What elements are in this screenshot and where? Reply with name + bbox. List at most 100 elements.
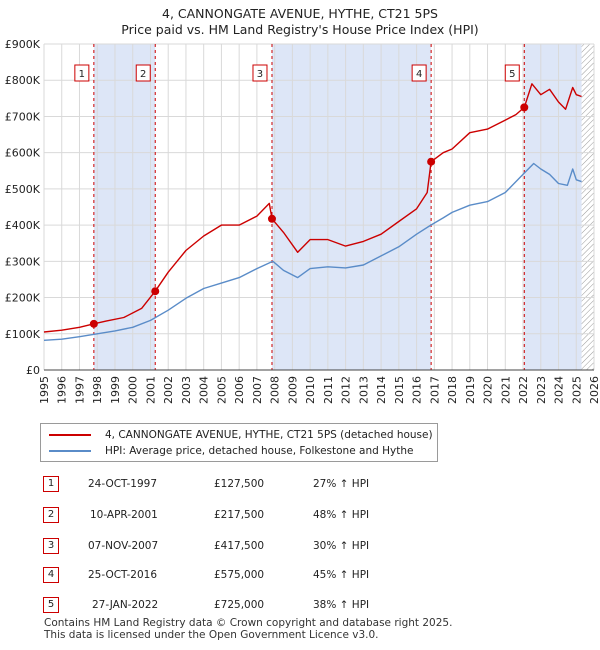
x-tick-label: 2024 bbox=[553, 376, 566, 404]
transaction-row: 4 25-OCT-2016 £575,000 45% ↑ HPI bbox=[0, 567, 600, 585]
sale-label-box bbox=[252, 64, 268, 82]
transaction-date: 27-JAN-2022 bbox=[92, 599, 159, 611]
legend-item-hpi: HPI: Average price, detached house, Folk… bbox=[49, 444, 413, 458]
transaction-price: £417,500 bbox=[214, 540, 265, 552]
x-tick-label: 2001 bbox=[144, 376, 157, 404]
transaction-price: £725,000 bbox=[214, 599, 265, 611]
x-tick-label: 2014 bbox=[375, 376, 388, 404]
price-chart: 1 2 3 4 5 £0 £100K £200K £300K £400K £500K £600K £7… bbox=[5, 38, 600, 404]
sale-label: 5 bbox=[509, 69, 515, 80]
legend-label-hpi: HPI: Average price, detached house, Folk… bbox=[105, 445, 414, 457]
sale-label-box bbox=[411, 64, 427, 82]
y-tick-label: £500K bbox=[5, 183, 41, 196]
sale-label-box bbox=[135, 64, 151, 82]
x-tick-label: 1997 bbox=[73, 376, 86, 404]
x-tick-label: 2008 bbox=[269, 376, 282, 404]
sale-label-box bbox=[74, 64, 90, 82]
footer-line-2: This data is licensed under the Open Gov… bbox=[44, 628, 379, 641]
y-tick-label: £600K bbox=[5, 147, 41, 160]
transaction-row: 5 27-JAN-2022 £725,000 38% ↑ HPI bbox=[0, 597, 600, 615]
x-tick-label: 2011 bbox=[322, 376, 335, 404]
sale-label: 2 bbox=[140, 69, 146, 80]
x-tick-label: 2022 bbox=[517, 376, 530, 404]
x-tick-label: 2002 bbox=[162, 376, 175, 404]
x-tick-label: 2000 bbox=[127, 376, 140, 404]
y-tick-label: £400K bbox=[5, 219, 41, 232]
transaction-date: 10-APR-2001 bbox=[90, 509, 158, 521]
x-tick-label: 2021 bbox=[499, 376, 512, 404]
legend-line-blue bbox=[49, 450, 91, 452]
forecast-hatch bbox=[581, 44, 594, 370]
transaction-number: 5 bbox=[43, 597, 59, 613]
transaction-price: £575,000 bbox=[214, 569, 265, 581]
chart-subtitle: Price paid vs. HM Land Registry's House … bbox=[121, 22, 479, 37]
x-tick-label: 2017 bbox=[428, 376, 441, 404]
x-tick-label: 2018 bbox=[446, 376, 459, 404]
transaction-hpi: 30% ↑ HPI bbox=[313, 540, 370, 552]
sale-point bbox=[427, 157, 436, 166]
chart-legend: 4, CANNONGATE AVENUE, HYTHE, CT21 5PS (d… bbox=[40, 423, 438, 462]
x-tick-label: 2025 bbox=[570, 376, 583, 404]
transaction-price: £217,500 bbox=[214, 509, 265, 521]
sale-point bbox=[267, 214, 276, 223]
x-tick-label: 2012 bbox=[340, 376, 353, 404]
x-tick-label: 2019 bbox=[464, 376, 477, 404]
x-tick-label: 2005 bbox=[215, 376, 228, 404]
ownership-band bbox=[93, 44, 156, 370]
x-tick-label: 2023 bbox=[535, 376, 548, 404]
transaction-number: 1 bbox=[43, 476, 59, 492]
y-tick-label: £200K bbox=[5, 292, 41, 305]
ownership-band bbox=[271, 44, 432, 370]
y-tick-label: £900K bbox=[5, 38, 41, 51]
footer-line-1: Contains HM Land Registry data © Crown c… bbox=[44, 617, 453, 629]
transaction-hpi: 45% ↑ HPI bbox=[313, 569, 370, 581]
transaction-hpi: 38% ↑ HPI bbox=[313, 599, 370, 611]
sale-label: 1 bbox=[79, 69, 85, 80]
transaction-hpi: 48% ↑ HPI bbox=[313, 509, 370, 521]
transaction-date: 25-OCT-2016 bbox=[88, 569, 157, 581]
transaction-number: 2 bbox=[43, 507, 59, 523]
transaction-row: 2 10-APR-2001 £217,500 48% ↑ HPI bbox=[0, 507, 600, 525]
sale-label-box bbox=[504, 64, 520, 82]
transaction-number: 3 bbox=[43, 538, 59, 554]
transaction-date: 24-OCT-1997 bbox=[88, 478, 157, 490]
sale-point bbox=[520, 103, 529, 112]
x-tick-label: 2004 bbox=[198, 376, 211, 404]
x-tick-label: 1995 bbox=[38, 376, 51, 404]
footer-attribution: Contains HM Land Registry data © Crown c… bbox=[44, 617, 453, 641]
y-tick-label: £100K bbox=[5, 328, 41, 341]
transaction-row: 3 07-NOV-2007 £417,500 30% ↑ HPI bbox=[0, 538, 600, 556]
transaction-price: £127,500 bbox=[214, 478, 265, 490]
transaction-row: 1 24-OCT-1997 £127,500 27% ↑ HPI bbox=[0, 476, 600, 494]
x-tick-label: 1998 bbox=[91, 376, 104, 404]
transaction-hpi: 27% ↑ HPI bbox=[313, 478, 370, 490]
x-tick-label: 2016 bbox=[411, 376, 424, 404]
sale-label: 4 bbox=[416, 69, 422, 80]
y-tick-label: £300K bbox=[5, 255, 41, 268]
x-tick-label: 2020 bbox=[482, 376, 495, 404]
x-tick-label: 2006 bbox=[233, 376, 246, 404]
x-tick-label: 2015 bbox=[393, 376, 406, 404]
ownership-band bbox=[524, 44, 582, 370]
chart-title: 4, CANNONGATE AVENUE, HYTHE, CT21 5PS bbox=[162, 6, 438, 21]
series-line-hpi bbox=[43, 162, 582, 341]
y-tick-label: £700K bbox=[5, 110, 41, 123]
transaction-date: 07-NOV-2007 bbox=[88, 540, 159, 552]
y-tick-label: £0 bbox=[26, 364, 40, 377]
x-tick-label: 2013 bbox=[357, 376, 370, 404]
legend-line-red bbox=[49, 434, 91, 436]
x-tick-label: 1996 bbox=[56, 376, 69, 404]
x-tick-label: 2009 bbox=[286, 376, 299, 404]
x-tick-label: 2003 bbox=[180, 376, 193, 404]
x-tick-label: 2026 bbox=[588, 376, 600, 404]
sale-label: 3 bbox=[257, 69, 263, 80]
x-tick-label: 2010 bbox=[304, 376, 317, 404]
legend-item-property: 4, CANNONGATE AVENUE, HYTHE, CT21 5PS (d… bbox=[49, 428, 433, 442]
x-tick-label: 1999 bbox=[109, 376, 122, 404]
transaction-number: 4 bbox=[43, 567, 59, 583]
x-tick-label: 2007 bbox=[251, 376, 264, 404]
sale-point bbox=[151, 287, 160, 296]
legend-label-property: 4, CANNONGATE AVENUE, HYTHE, CT21 5PS (d… bbox=[105, 429, 433, 441]
y-tick-label: £800K bbox=[5, 74, 41, 87]
sale-point bbox=[89, 319, 98, 328]
